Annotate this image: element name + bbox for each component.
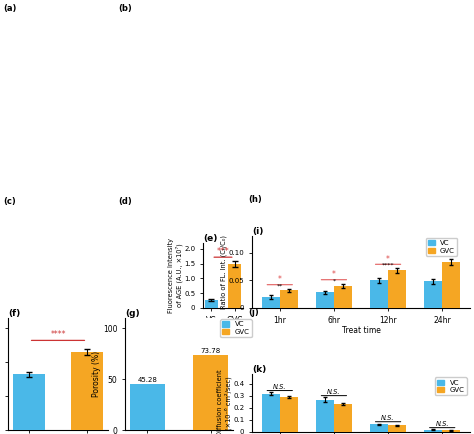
Bar [280,397,298,432]
Text: (f): (f) [8,309,20,318]
Text: (d): (d) [118,197,132,206]
Bar [442,431,460,432]
Bar [388,425,406,432]
Bar [130,384,165,430]
Text: *: * [440,245,444,254]
Text: N.S.: N.S. [436,421,449,427]
Text: ****: **** [50,330,66,339]
Bar [262,394,280,432]
Bar [280,290,298,308]
Text: (b): (b) [118,4,132,13]
Bar [262,297,280,308]
Legend: VC, GVC: VC, GVC [426,238,457,256]
Text: ****: **** [382,263,394,268]
Text: *: * [386,255,390,264]
Legend: VC, GVC: VC, GVC [435,378,466,395]
Text: *: * [278,275,282,284]
Text: (e): (e) [203,234,218,243]
Bar [228,264,241,308]
Text: *: * [332,270,336,279]
Text: ***: *** [217,247,229,256]
Text: N.S.: N.S. [273,384,286,390]
Bar [370,424,388,432]
Y-axis label: Fluorescence Intensity
of AGE (A.U., ×10⁷): Fluorescence Intensity of AGE (A.U., ×10… [168,238,182,313]
Text: **: ** [277,283,283,288]
Bar [370,280,388,308]
Bar [442,262,460,308]
Bar [205,300,218,308]
Text: (a): (a) [3,4,17,13]
X-axis label: Treat time: Treat time [342,326,381,335]
Bar [71,352,103,430]
Bar [334,404,352,432]
Text: (h): (h) [248,195,262,204]
Bar [193,355,228,430]
Text: 73.78: 73.78 [201,348,221,354]
Y-axis label: Diffusion coefficient
(×10⁻⁶ cm²/sec): Diffusion coefficient (×10⁻⁶ cm²/sec) [217,370,232,434]
Text: (j): (j) [248,308,259,317]
Text: ****: **** [436,253,448,258]
Text: (i): (i) [252,227,264,236]
Text: *: * [332,278,336,283]
Bar [334,286,352,308]
Bar [424,281,442,308]
Bar [424,430,442,432]
Text: 45.28: 45.28 [137,377,157,383]
Text: (c): (c) [3,197,16,206]
Text: (k): (k) [252,365,266,374]
Bar [316,293,334,308]
Bar [316,400,334,432]
Y-axis label: Porosity (%): Porosity (%) [92,351,101,397]
Text: N.S.: N.S. [381,415,395,421]
Text: N.S.: N.S. [327,389,341,395]
Text: (g): (g) [125,309,140,318]
Bar [12,375,45,430]
Bar [388,270,406,308]
Legend: VC, GVC: VC, GVC [220,319,252,337]
Y-axis label: Ratio of FL. Int. (Cₜ/C₀): Ratio of FL. Int. (Cₜ/C₀) [221,235,227,309]
